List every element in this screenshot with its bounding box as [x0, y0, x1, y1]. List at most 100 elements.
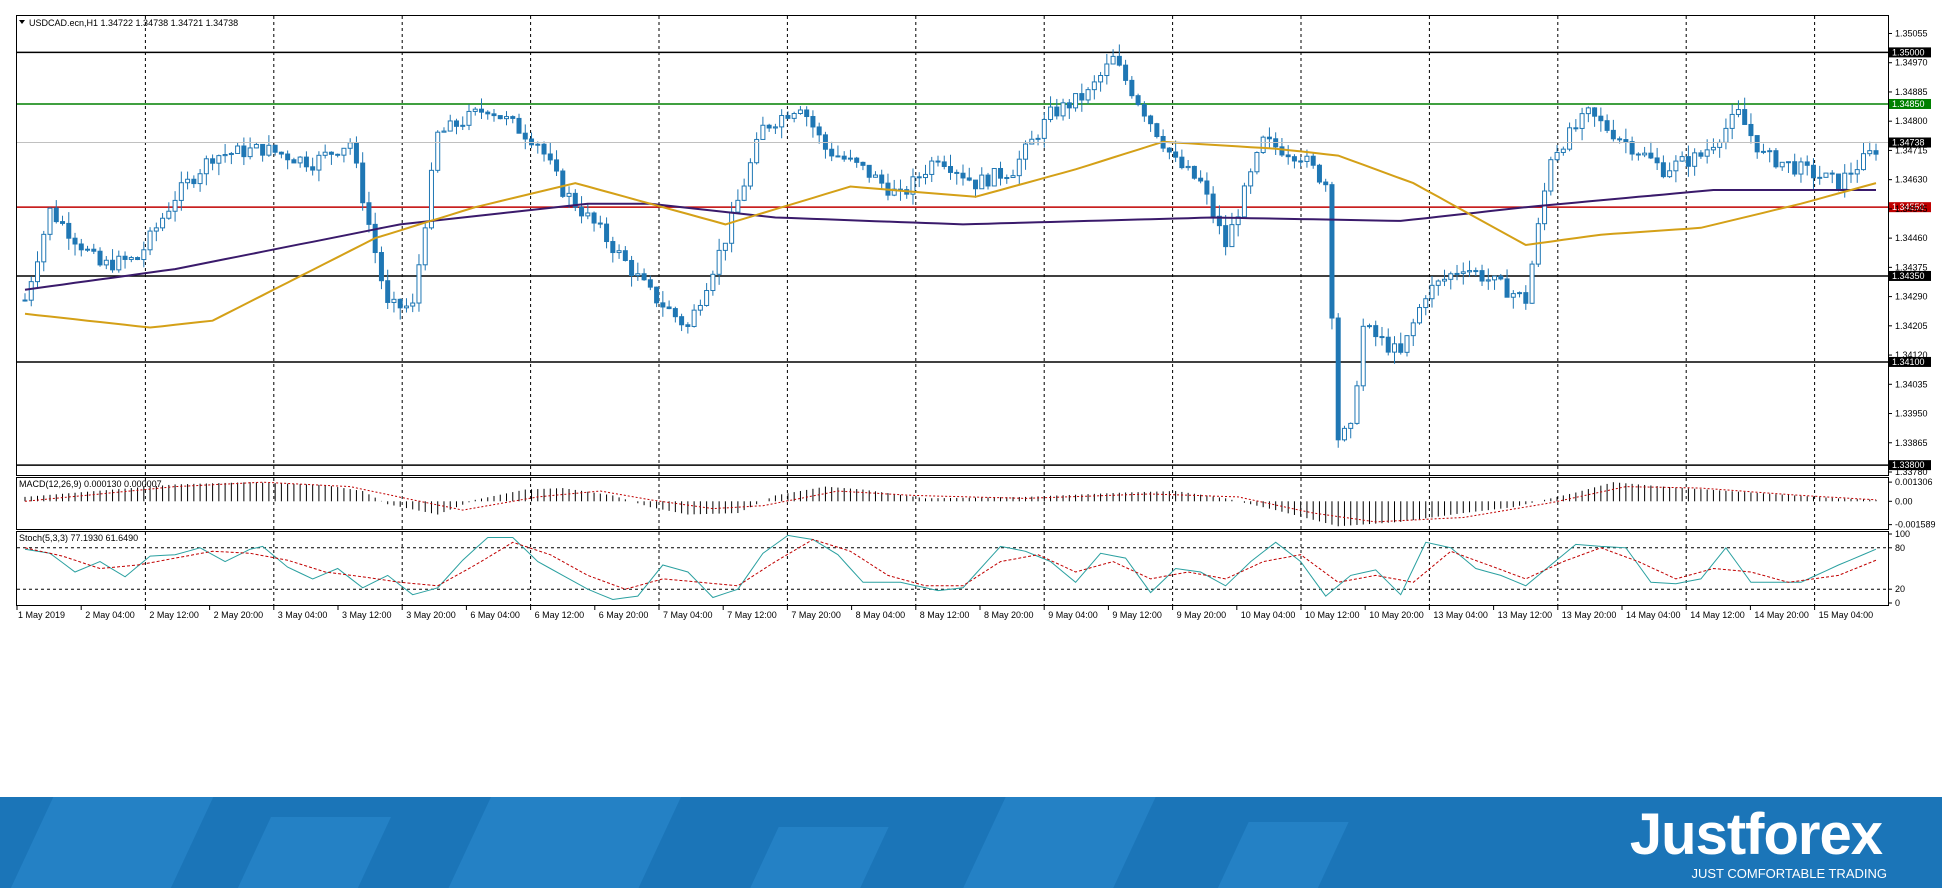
macd-header: MACD(12,26,9) 0.000130 0.000007 [19, 479, 162, 489]
candle-body [1279, 146, 1285, 156]
candle-body [1829, 172, 1835, 175]
candle-body [1710, 146, 1716, 151]
candle-body [1510, 293, 1516, 298]
y-tick-label: 1.34375 [1895, 262, 1928, 272]
x-tick-label: 7 May 04:00 [663, 610, 713, 620]
candle-body [316, 154, 322, 171]
stoch-y-tick-label: 80 [1895, 543, 1905, 553]
candle-body [691, 309, 697, 327]
candle-body [216, 155, 222, 164]
candle-body [222, 154, 228, 157]
candle-body [1498, 275, 1504, 280]
candle-body [1285, 154, 1291, 158]
candle-body [60, 221, 66, 224]
candle-body [1567, 127, 1573, 150]
candle-body [1735, 109, 1741, 115]
x-tick-label: 14 May 04:00 [1626, 610, 1681, 620]
y-tick-label: 1.33865 [1895, 438, 1928, 448]
stoch-main-line [24, 534, 1877, 601]
candle-body [866, 164, 872, 178]
candle-body [1235, 216, 1241, 226]
candle-body [1785, 161, 1791, 164]
candle-body [1373, 325, 1379, 338]
level-tag-label: 1.33800 [1892, 460, 1925, 470]
candle-body [135, 257, 141, 261]
candle-body [1366, 325, 1372, 328]
candle-body [922, 173, 928, 179]
candle-body [647, 279, 653, 288]
candle-body [1779, 161, 1785, 168]
candle-body [1454, 272, 1460, 275]
level-tag-label: 1.34850 [1892, 99, 1925, 109]
candle-body [1029, 138, 1035, 145]
candle-body [1592, 107, 1598, 117]
candle-body [291, 159, 297, 164]
candle-body [735, 199, 741, 213]
candle-body [1554, 151, 1560, 161]
candle-body [178, 182, 184, 201]
candle-body [378, 252, 384, 282]
y-tick-label: 1.34205 [1895, 321, 1928, 331]
candle-body [1679, 156, 1685, 162]
candle-body [629, 259, 635, 276]
candle-body [1854, 169, 1860, 175]
candle-body [1004, 177, 1010, 180]
candle-body [772, 126, 778, 129]
candle-body [1492, 275, 1498, 281]
candle-body [1035, 137, 1041, 140]
candle-body [1348, 422, 1354, 429]
candle-body [1260, 136, 1266, 154]
x-tick-label: 14 May 20:00 [1754, 610, 1809, 620]
candle-body [385, 280, 391, 303]
candle-body [685, 324, 691, 327]
level-tag [1889, 356, 1931, 367]
candle-body [1842, 172, 1848, 190]
candle-body [985, 174, 991, 187]
candle-body [1654, 157, 1660, 164]
macd-y-tick-label: 0.001306 [1895, 477, 1933, 487]
candle-body [1548, 159, 1554, 192]
collapse-triangle-icon[interactable] [19, 20, 25, 24]
x-tick-label: 15 May 04:00 [1819, 610, 1874, 620]
y-tick-label: 1.34460 [1895, 233, 1928, 243]
candle-body [1660, 162, 1666, 178]
candle-body [654, 286, 660, 304]
candle-body [441, 130, 447, 133]
candle-body [166, 210, 172, 219]
candle-body [804, 109, 810, 118]
ma-fast-line [24, 140, 1877, 329]
x-tick-label: 1 May 2019 [18, 610, 65, 620]
x-tick-label: 7 May 20:00 [791, 610, 841, 620]
y-tick-label: 1.34970 [1895, 58, 1928, 68]
candle-body [935, 160, 941, 163]
candle-body [604, 223, 610, 243]
candle-body [616, 250, 622, 254]
stoch-y-tick-label: 20 [1895, 584, 1905, 594]
candle-body [1229, 224, 1235, 248]
candle-body [497, 115, 503, 120]
candle-body [1166, 147, 1172, 153]
candle-body [729, 211, 735, 244]
candle-body [666, 306, 672, 310]
x-tick-label: 13 May 12:00 [1498, 610, 1553, 620]
x-tick-label: 8 May 20:00 [984, 610, 1034, 620]
level-tag [1889, 47, 1931, 58]
candle-body [1266, 136, 1272, 140]
candle-body [797, 109, 803, 115]
candle-body [1435, 280, 1441, 286]
y-tick-label: 1.34545 [1895, 204, 1928, 214]
candle-body [1329, 184, 1335, 319]
stoch-pane-frame [16, 531, 1889, 606]
x-tick-label: 6 May 04:00 [470, 610, 520, 620]
candle-body [1717, 141, 1723, 148]
candle-body [829, 148, 835, 157]
candle-body [785, 115, 791, 119]
candle-body [535, 143, 541, 146]
candle-body [1798, 161, 1804, 175]
candle-body [453, 120, 459, 127]
y-tick-label: 1.33780 [1895, 467, 1928, 477]
symbol-header: USDCAD.ecn,H1 1.34722 1.34738 1.34721 1.… [29, 18, 238, 28]
candle-body [1692, 152, 1698, 167]
candle-body [1254, 152, 1260, 173]
candle-body [847, 157, 853, 160]
